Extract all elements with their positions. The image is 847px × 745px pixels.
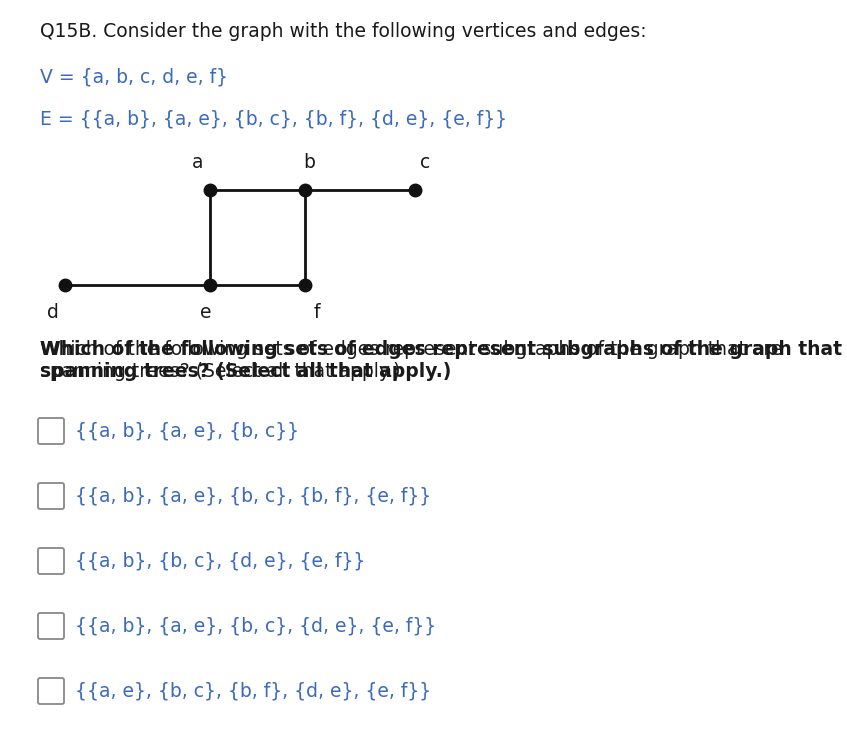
Text: {{a, b}, {b, c}, {d, e}, {e, f}}: {{a, b}, {b, c}, {d, e}, {e, f}} (75, 551, 365, 571)
Text: f: f (313, 303, 320, 322)
Text: V = {a, b, c, d, e, f}: V = {a, b, c, d, e, f} (40, 68, 228, 87)
Text: E = {{a, b}, {a, e}, {b, c}, {b, f}, {d, e}, {e, f}}: E = {{a, b}, {a, e}, {b, c}, {b, f}, {d,… (40, 110, 507, 129)
Text: d: d (47, 303, 59, 322)
Text: a: a (192, 153, 204, 172)
Text: Which of the following sets of edges represent subgraphs of the graph that are: Which of the following sets of edges rep… (40, 340, 783, 359)
FancyBboxPatch shape (38, 483, 64, 509)
FancyBboxPatch shape (38, 418, 64, 444)
Text: Which of the following sets of edges represent subgraphs of the graph that are: Which of the following sets of edges rep… (40, 340, 847, 359)
Text: e: e (200, 303, 212, 322)
Text: {{a, b}, {a, e}, {b, c}}: {{a, b}, {a, e}, {b, c}} (75, 422, 299, 440)
Text: spanning trees? (Select all that apply.): spanning trees? (Select all that apply.) (40, 362, 401, 381)
Text: {{a, b}, {a, e}, {b, c}, {d, e}, {e, f}}: {{a, b}, {a, e}, {b, c}, {d, e}, {e, f}} (75, 617, 436, 635)
Text: b: b (303, 153, 315, 172)
Text: c: c (420, 153, 430, 172)
FancyBboxPatch shape (38, 678, 64, 704)
Text: {{a, b}, {a, e}, {b, c}, {b, f}, {e, f}}: {{a, b}, {a, e}, {b, c}, {b, f}, {e, f}} (75, 486, 431, 506)
FancyBboxPatch shape (38, 548, 64, 574)
Text: Q15B. Consider the graph with the following vertices and edges:: Q15B. Consider the graph with the follow… (40, 22, 646, 41)
Text: spanning trees? (Select all that apply.): spanning trees? (Select all that apply.) (40, 362, 451, 381)
Text: {{a, e}, {b, c}, {b, f}, {d, e}, {e, f}}: {{a, e}, {b, c}, {b, f}, {d, e}, {e, f}} (75, 682, 431, 700)
FancyBboxPatch shape (38, 613, 64, 639)
